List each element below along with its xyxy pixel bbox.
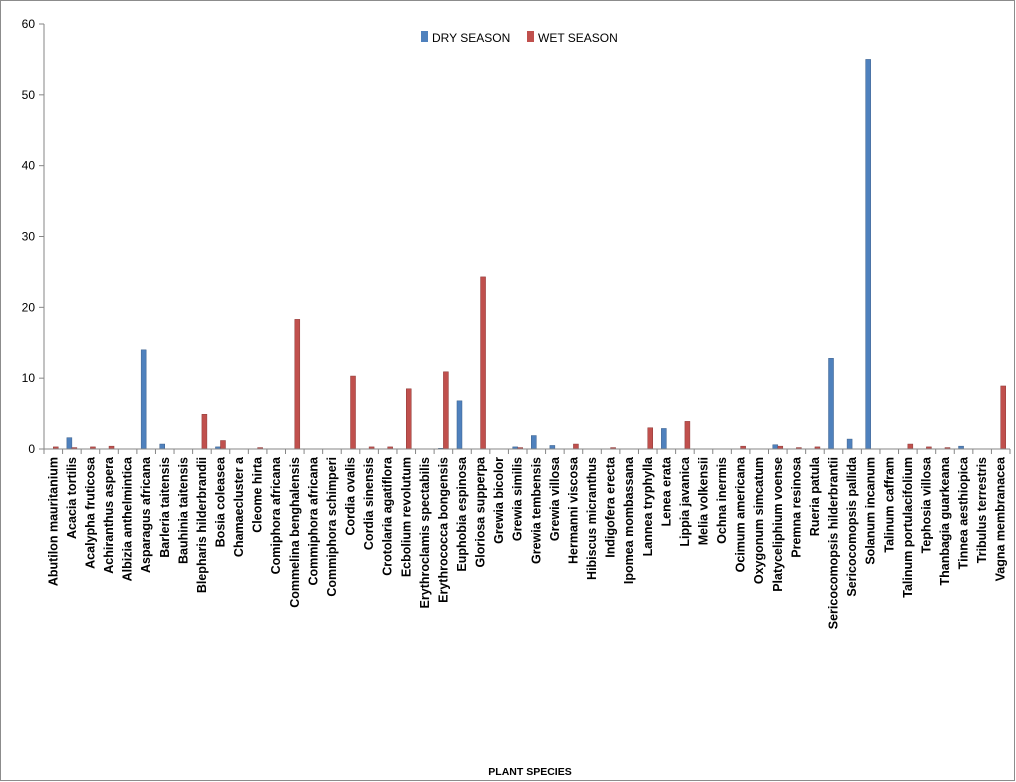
category-label: Asparagus africana [139, 456, 153, 573]
bar-wet-season [907, 443, 914, 450]
category-label: Albizia anthelmintica [121, 456, 135, 581]
bar-wet-season [294, 319, 301, 450]
category-label: Rueria patula [808, 456, 822, 536]
bar-wet-season [406, 388, 412, 450]
category-label: Platyceliphium voense [771, 457, 785, 592]
category-label: Melia volkensii [696, 457, 710, 545]
category-label: Gloriosa supperpa [474, 456, 488, 567]
legend-label: WET SEASON [538, 31, 618, 45]
category-label: Thanbagia guarkeana [938, 456, 952, 586]
category-label: Indigofera erecta [604, 456, 618, 558]
bar-dry-season [772, 444, 779, 450]
category-label: Sericocomopsis hilderbrantii [827, 457, 841, 629]
bar-dry-season [456, 400, 463, 450]
category-label: Erythrococca bongensis [436, 457, 450, 603]
bar-dry-season [828, 358, 834, 450]
category-label: Achiranthus aspera [102, 456, 116, 574]
bar-wet-season [220, 440, 226, 450]
category-label: Lenea erata [659, 456, 673, 527]
bar-dry-season [140, 349, 147, 450]
category-label: Crotolaria agatiflora [381, 456, 395, 576]
category-label: Cordia ovalis [344, 457, 358, 536]
category-label: Abutilon mauritanium [46, 457, 60, 586]
bar-dry-season [549, 445, 556, 450]
category-label: Hermanni viscosa [566, 456, 580, 564]
bar-wet-season [480, 276, 486, 450]
category-label: Oxygonum simcatum [752, 457, 766, 584]
category-label: Lippia javanica [678, 456, 692, 547]
x-ticks [43, 449, 1011, 454]
category-label: Ochna inermis [715, 457, 729, 544]
category-label: Acacia tortilis [65, 457, 79, 539]
category-label: Comiphora africana [269, 456, 283, 574]
legend-swatch [421, 31, 428, 42]
bar-wet-season [573, 443, 579, 450]
y-axis: 0 10 20 30 40 50 60 [22, 17, 45, 456]
category-label: Grewia villosa [548, 456, 562, 541]
bar-wet-season [1000, 385, 1006, 450]
category-label: Vagna membranacea [994, 456, 1008, 581]
category-label: Barleria taitensis [158, 457, 172, 558]
category-label: Bosia coleasea [213, 456, 227, 547]
legend-swatch [527, 31, 534, 42]
bar-dry-season [661, 428, 667, 450]
category-label: Commiphora africana [306, 456, 320, 586]
plot-area [44, 24, 1010, 449]
category-label: Cleome hirta [251, 456, 265, 533]
category-label: Talinum portulacifolium [901, 457, 915, 598]
category-labels: Abutilon mauritanium Acacia tortilis Acaly… [46, 456, 1007, 629]
category-label: Premna resinosa [789, 456, 803, 558]
category-label: Tinnea aesthiopica [957, 456, 971, 569]
category-label: Grewia tembensis [529, 457, 543, 564]
bar-wet-season [684, 421, 691, 450]
y-tick-label: 20 [22, 300, 36, 314]
category-label: Blepharis hilderbrandii [195, 457, 209, 593]
category-label: Euphobia espinosa [455, 456, 469, 572]
category-label: Ocimum americana [734, 456, 748, 572]
x-axis-title: PLANT SPECIES [488, 766, 571, 778]
bar-wet-season [443, 371, 449, 450]
category-label: Tribulus terrestris [975, 457, 989, 563]
legend-label: DRY SEASON [432, 31, 510, 45]
bar-dry-season [66, 437, 73, 450]
category-label: Grewia bicolor [492, 457, 506, 544]
bar-wet-season [350, 375, 356, 450]
category-label: Tephosia villosa [919, 456, 933, 553]
legend: DRY SEASON WET SEASON [421, 31, 618, 45]
category-label: Chamaecluster a [232, 456, 246, 557]
category-label: Lannea tryphylla [641, 456, 655, 556]
y-tick-label: 60 [22, 17, 36, 31]
bar-dry-season [531, 435, 537, 450]
category-label: Erythroclamis spectabilis [418, 457, 432, 609]
category-label: Talinum caffram [882, 457, 896, 553]
category-label: Hibiscus micranthus [585, 457, 599, 580]
bar-dry-season [846, 438, 853, 450]
bar-wet-season [201, 414, 208, 450]
bar-dry-season [159, 443, 165, 450]
category-label: Bauhinia taitensis [176, 457, 190, 564]
y-tick-label: 30 [22, 230, 36, 244]
category-label: Commiphora schimperi [325, 457, 339, 597]
category-label: Cordia sinensis [362, 457, 376, 550]
bar-wet-season [647, 427, 653, 450]
y-tick-label: 40 [22, 159, 36, 173]
y-tick-label: 10 [22, 371, 36, 385]
y-tick-label: 50 [22, 88, 36, 102]
category-label: Solanum incanum [864, 457, 878, 565]
bar-dry-season [865, 59, 871, 450]
category-label: Ecbolium revolutum [399, 457, 413, 577]
y-tick-label: 0 [28, 442, 35, 456]
category-label: Sericocomopsis pallida [845, 456, 859, 597]
category-label: Commelina benghalensis [288, 457, 302, 608]
category-label: Grewia similis [511, 457, 525, 541]
category-label: Ipomea mombassana [622, 456, 636, 584]
category-label: Acalypha fruticosa [83, 456, 97, 569]
